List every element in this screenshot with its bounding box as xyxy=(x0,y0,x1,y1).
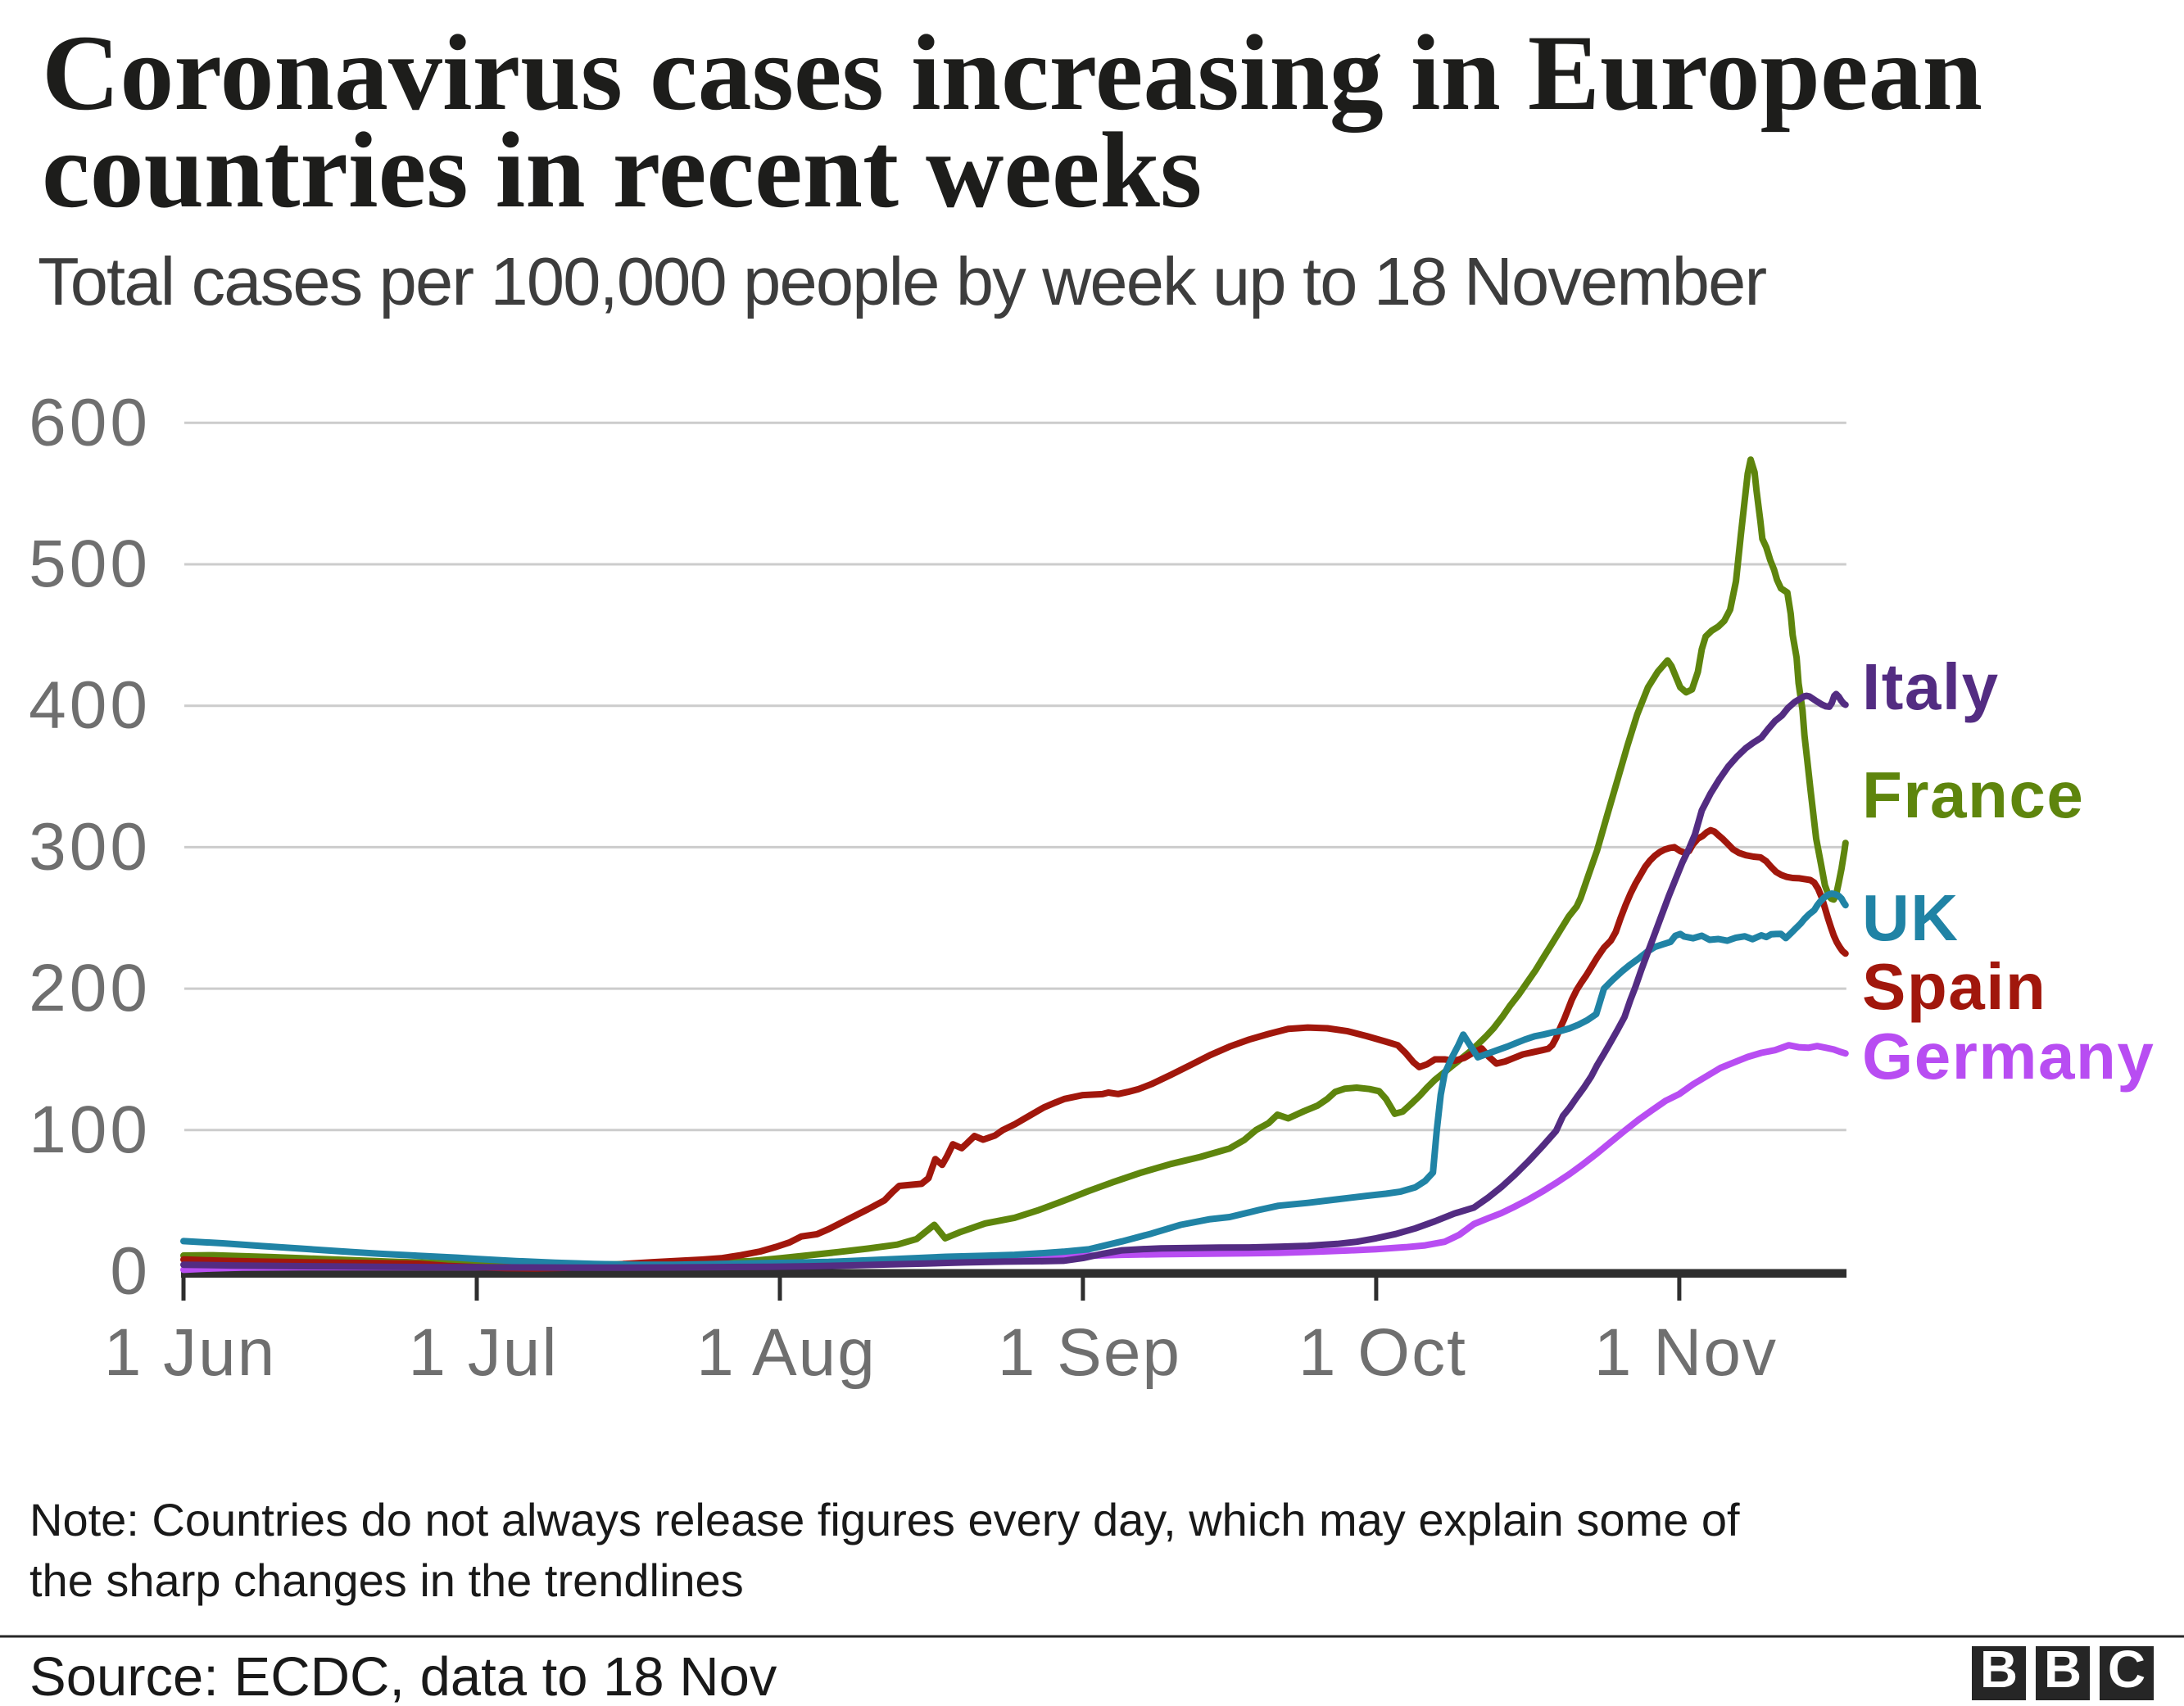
svg-text:1 Nov: 1 Nov xyxy=(1594,1315,1778,1390)
svg-text:Note: Countries do not always: Note: Countries do not always release fi… xyxy=(29,1494,1740,1545)
svg-text:1 Oct: 1 Oct xyxy=(1298,1315,1467,1390)
svg-text:Italy: Italy xyxy=(1862,650,2000,723)
svg-text:countries in recent weeks: countries in recent weeks xyxy=(42,110,1202,230)
svg-text:1 Jun: 1 Jun xyxy=(104,1315,277,1390)
svg-text:500: 500 xyxy=(29,527,151,601)
svg-text:1 Jul: 1 Jul xyxy=(408,1315,558,1390)
svg-text:Germany: Germany xyxy=(1862,1020,2155,1093)
svg-text:France: France xyxy=(1862,758,2084,831)
svg-text:1 Sep: 1 Sep xyxy=(998,1315,1181,1390)
svg-text:1 Aug: 1 Aug xyxy=(696,1315,877,1390)
svg-text:Source: ECDC, data to 18 Nov: Source: ECDC, data to 18 Nov xyxy=(29,1646,777,1706)
svg-text:600: 600 xyxy=(29,385,151,459)
svg-text:Coronavirus cases increasing i: Coronavirus cases increasing in European xyxy=(42,12,1982,133)
svg-text:Spain: Spain xyxy=(1862,950,2046,1023)
svg-text:C: C xyxy=(2108,1640,2145,1699)
svg-text:400: 400 xyxy=(29,668,151,743)
svg-text:B: B xyxy=(1980,1640,2018,1699)
svg-text:the sharp changes in the trend: the sharp changes in the trendlines xyxy=(29,1554,744,1606)
svg-text:Total cases per 100,000 people: Total cases per 100,000 people by week u… xyxy=(38,243,1766,319)
svg-text:300: 300 xyxy=(29,809,151,884)
svg-text:UK: UK xyxy=(1862,881,1960,954)
svg-text:0: 0 xyxy=(110,1234,151,1309)
svg-text:B: B xyxy=(2044,1640,2082,1699)
svg-text:100: 100 xyxy=(29,1093,151,1167)
svg-text:200: 200 xyxy=(29,951,151,1025)
